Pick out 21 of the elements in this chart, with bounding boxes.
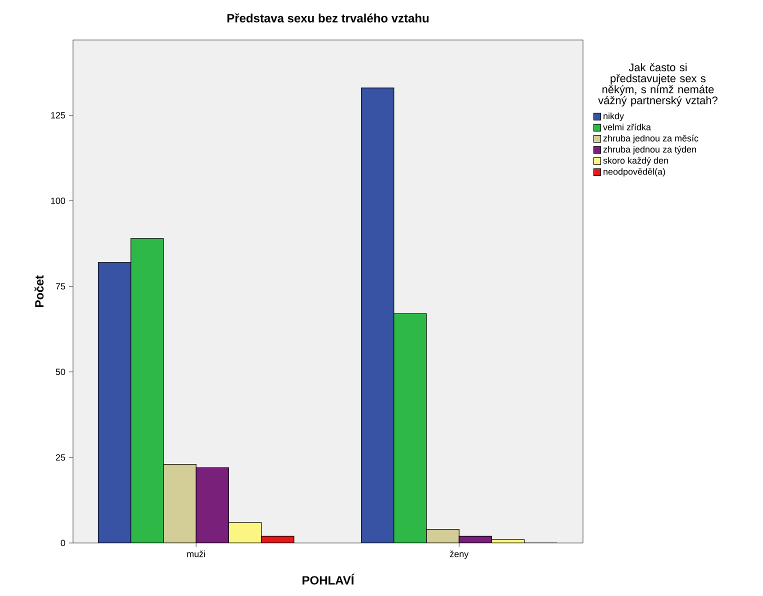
- legend-label: velmi zřídka: [603, 124, 651, 130]
- x-axis-title: POHLAVÍ: [302, 574, 354, 585]
- chart-title: Představa sexu bez trvalého vztahu: [227, 13, 429, 22]
- y-tick-label: 0: [60, 540, 66, 546]
- y-axis-title: Počet: [34, 275, 44, 308]
- y-tick-label: 50: [56, 368, 66, 376]
- legend-label: zhruba jednou za měsíc: [603, 134, 698, 144]
- legend-label: neodpověděl(a): [604, 168, 665, 177]
- x-tick-label: muži: [187, 550, 205, 558]
- legend-label: skoro každý den: [603, 157, 668, 166]
- bar: [130, 238, 164, 543]
- bar: [394, 313, 427, 543]
- legend-label: zhruba jednou za týden: [603, 146, 696, 154]
- bar: [196, 467, 230, 543]
- legend-label: nikdy: [604, 112, 624, 121]
- y-tick-label: 75: [56, 283, 66, 290]
- y-tick-label: 100: [51, 198, 66, 204]
- legend-title: Jak často si představujete sex s někým, s nímž nemáte vážný partnerský vztah?: [598, 63, 718, 106]
- x-tick-label: ženy: [450, 550, 469, 559]
- y-tick-label: 25: [56, 454, 66, 461]
- y-tick-label: 125: [51, 112, 66, 118]
